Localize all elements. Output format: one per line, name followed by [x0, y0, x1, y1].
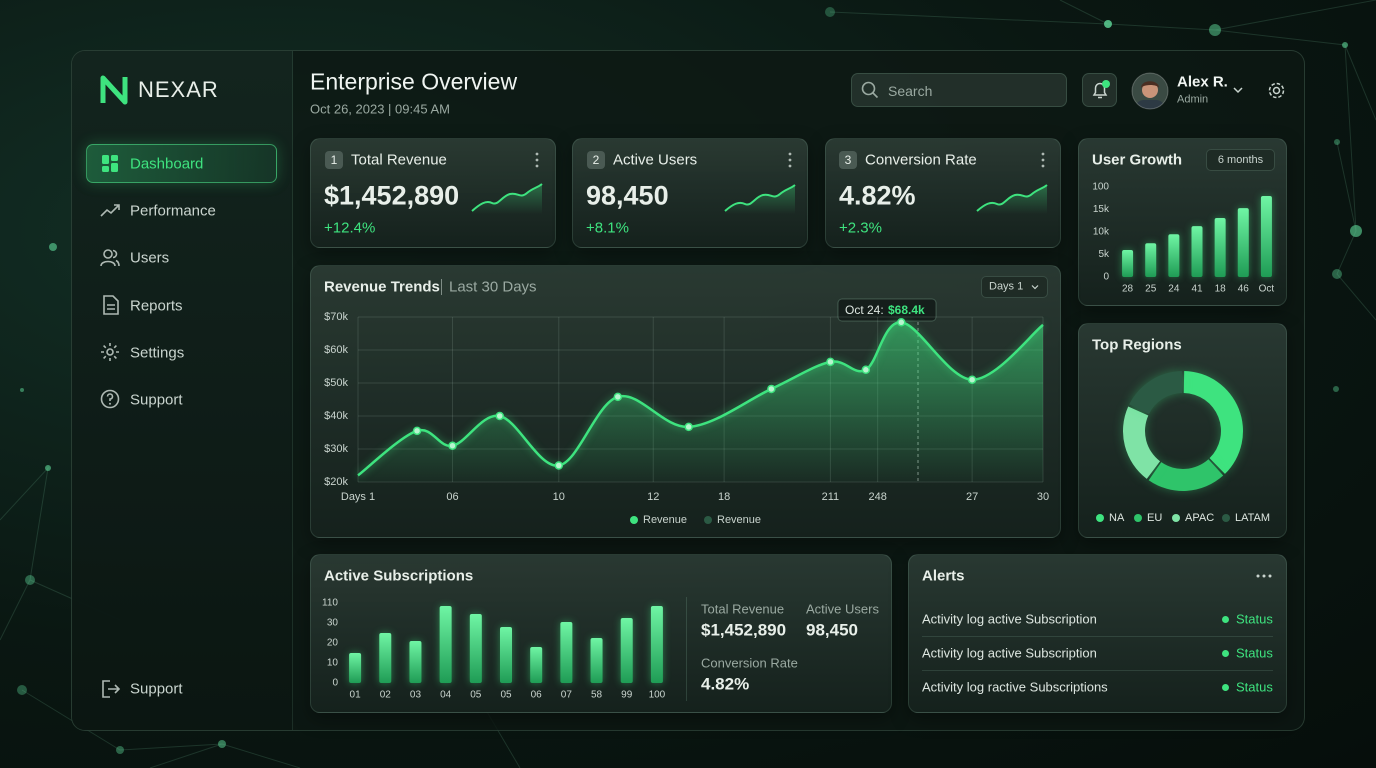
nav-icon	[102, 155, 118, 172]
stat-value: $1,452,890	[701, 620, 787, 640]
kpi-change: +12.4%	[324, 219, 376, 237]
stat-label: Conversion Rate	[701, 655, 798, 671]
nav-label[interactable]: Dashboard	[130, 155, 204, 173]
kpi-value: 98,450	[586, 180, 669, 211]
page-title: Enterprise Overview	[310, 68, 518, 95]
card-title: Revenue Trends	[324, 278, 440, 296]
title-separator	[441, 279, 442, 295]
range-dropdown-label: Days 1	[989, 280, 1024, 293]
stat-label: Active Users	[806, 601, 879, 617]
card-title: User Growth	[1092, 151, 1183, 169]
range-dropdown[interactable]	[981, 276, 1048, 298]
nav-label[interactable]: Users	[130, 249, 170, 267]
kpi-value: $1,452,890	[324, 180, 460, 211]
kpi-label: Active Users	[613, 151, 698, 169]
nav-icon	[102, 680, 121, 698]
alert-status: Status	[1236, 679, 1273, 695]
more-menu[interactable]	[1255, 572, 1273, 580]
card-title: Active Subscriptions	[324, 567, 474, 585]
kpi-index: 1	[325, 151, 343, 169]
card-subtitle: Last 30 Days	[449, 278, 537, 296]
user-role: Admin	[1177, 93, 1209, 106]
user-menu-chevron[interactable]	[1232, 85, 1244, 95]
alert-status: Status	[1236, 611, 1273, 627]
status-dot	[1222, 650, 1229, 657]
avatar[interactable]	[1131, 72, 1169, 110]
alert-text: Activity log ractive Subscriptions	[922, 679, 1108, 695]
row-separator	[922, 670, 1273, 671]
row-separator	[922, 636, 1273, 637]
divider	[686, 597, 687, 701]
nav-icon	[100, 389, 120, 409]
kpi-index: 3	[839, 151, 857, 169]
status-dot	[1222, 616, 1229, 623]
stat-label: Total Revenue	[701, 601, 785, 617]
stat-value: 98,450	[806, 620, 858, 640]
nav-icon	[101, 343, 119, 361]
nav-label[interactable]: Performance	[130, 202, 216, 220]
search-box[interactable]	[851, 73, 1067, 107]
brand-name: NEXAR	[138, 77, 219, 102]
settings-icon[interactable]	[1266, 80, 1287, 101]
kpi-change: +8.1%	[586, 219, 629, 237]
kpi-value: 4.82%	[839, 180, 916, 211]
alert-text: Activity log active Subscription	[922, 645, 1097, 661]
range-pill[interactable]: 6 months	[1206, 149, 1275, 171]
nav-label[interactable]: Reports	[130, 297, 183, 315]
alert-text: Activity log active Subscription	[922, 611, 1097, 627]
bell-icon	[1092, 80, 1110, 99]
search-placeholder: Search	[888, 83, 933, 99]
page-datetime: Oct 26, 2023 | 09:45 AM	[310, 101, 450, 117]
top-regions-card	[1078, 323, 1287, 538]
kpi-label: Conversion Rate	[865, 151, 977, 169]
notification-button[interactable]	[1082, 73, 1117, 107]
logo-icon	[100, 75, 128, 105]
nav-footer-label[interactable]: Support	[130, 680, 183, 698]
card-title: Top Regions	[1092, 336, 1182, 354]
dropdown-chevron	[1031, 285, 1039, 290]
nav-item-active[interactable]	[86, 144, 277, 183]
nav-label[interactable]: Settings	[130, 344, 185, 362]
nav-icon	[103, 295, 119, 315]
card-title: Alerts	[922, 567, 965, 585]
nav-icon	[100, 204, 120, 217]
alert-status: Status	[1236, 645, 1273, 661]
kpi-change: +2.3%	[839, 219, 882, 237]
stat-value: 4.82%	[701, 674, 750, 694]
user-name: Alex R.	[1177, 73, 1228, 91]
active-subscriptions-card	[310, 554, 892, 713]
kpi-label: Total Revenue	[351, 151, 447, 169]
search-icon	[861, 81, 879, 99]
revenue-trends-card	[310, 265, 1061, 538]
status-dot	[1222, 684, 1229, 691]
kpi-index: 2	[587, 151, 605, 169]
nav-label[interactable]: Support	[130, 391, 183, 409]
nav-icon	[100, 249, 120, 267]
